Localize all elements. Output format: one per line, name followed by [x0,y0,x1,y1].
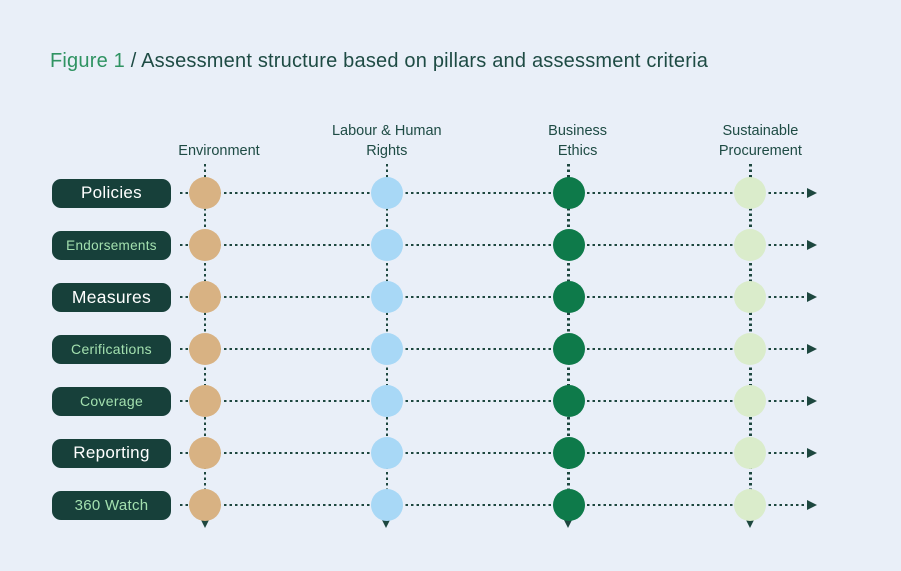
matrix-dot-labour-human-rights-endorsements [370,229,403,261]
matrix-dot-labour-human-rights-policies [370,177,403,209]
matrix-dot-environment-coverage [189,385,221,417]
matrix-dot-environment-reporting [189,437,221,469]
matrix-dot-environment-endorsements [189,229,221,261]
dotted-connector-row-cerifications [180,347,806,351]
matrix-dot-sustainable-procurement-coverage [734,385,767,417]
arrow-right-icon [807,499,817,510]
matrix-dot-environment-cerifications [189,333,221,365]
matrix-dot-labour-human-rights-reporting [370,437,403,469]
pillar-header-sustainable-procurement: Sustainable Procurement [718,123,802,159]
matrix-dot-sustainable-procurement-endorsements [734,229,767,261]
arrow-right-icon [807,447,817,458]
pillar-header-business-ethics: Business Ethics [548,123,608,159]
arrow-right-icon [807,395,817,406]
figure-title-text: / Assessment structure based on pillars … [130,50,709,72]
matrix-dot-business-ethics-360-watch [552,489,585,521]
arrow-right-icon [807,239,817,250]
matrix-dot-environment-360-watch [189,489,221,521]
figure-title: Figure 1 / Assessment structure based on… [50,50,708,73]
matrix-dot-business-ethics-cerifications [552,333,585,365]
criterion-pill-cerifications: Cerifications [52,334,171,364]
matrix-dot-labour-human-rights-coverage [370,385,403,417]
matrix-dot-business-ethics-policies [552,177,585,209]
arrow-right-icon [807,291,817,302]
matrix-dot-business-ethics-reporting [552,437,585,469]
dotted-connector-row-policies [180,191,806,195]
matrix-dot-sustainable-procurement-measures [734,281,767,313]
arrow-right-icon [807,187,817,198]
arrow-down-icon [381,518,392,528]
matrix-dot-labour-human-rights-cerifications [370,333,403,365]
matrix-dot-environment-measures [189,281,221,313]
dotted-connector-row-coverage [180,399,806,403]
criterion-pill-policies: Policies [52,178,171,208]
pillar-header-environment: Environment [178,142,260,159]
pillar-header-labour-human-rights: Labour & Human Rights [331,123,442,159]
matrix-dot-business-ethics-measures [552,281,585,313]
figure-label: Figure 1 [50,50,131,72]
arrow-down-icon [199,518,210,528]
dotted-connector-row-measures [180,295,806,299]
arrow-down-icon [744,518,755,528]
matrix-dot-business-ethics-coverage [552,385,585,417]
matrix-dot-sustainable-procurement-policies [734,177,767,209]
matrix-dot-sustainable-procurement-reporting [734,437,767,469]
arrow-down-icon [563,518,574,528]
matrix-dot-labour-human-rights-360-watch [370,489,403,521]
criterion-pill-coverage: Coverage [52,386,171,416]
matrix-dot-sustainable-procurement-360-watch [734,489,767,521]
dotted-connector-row-reporting [180,451,806,455]
criterion-pill-360-watch: 360 Watch [52,490,171,520]
arrow-right-icon [807,343,817,354]
criterion-pill-reporting: Reporting [52,438,171,468]
matrix-dot-labour-human-rights-measures [370,281,403,313]
matrix-dot-sustainable-procurement-cerifications [734,333,767,365]
criterion-pill-endorsements: Endorsements [52,230,171,260]
matrix-dot-environment-policies [189,177,221,209]
dotted-connector-row-endorsements [180,243,806,247]
criterion-pill-measures: Measures [52,282,171,312]
dotted-connector-row-360-watch [180,503,806,507]
matrix-dot-business-ethics-endorsements [552,229,585,261]
